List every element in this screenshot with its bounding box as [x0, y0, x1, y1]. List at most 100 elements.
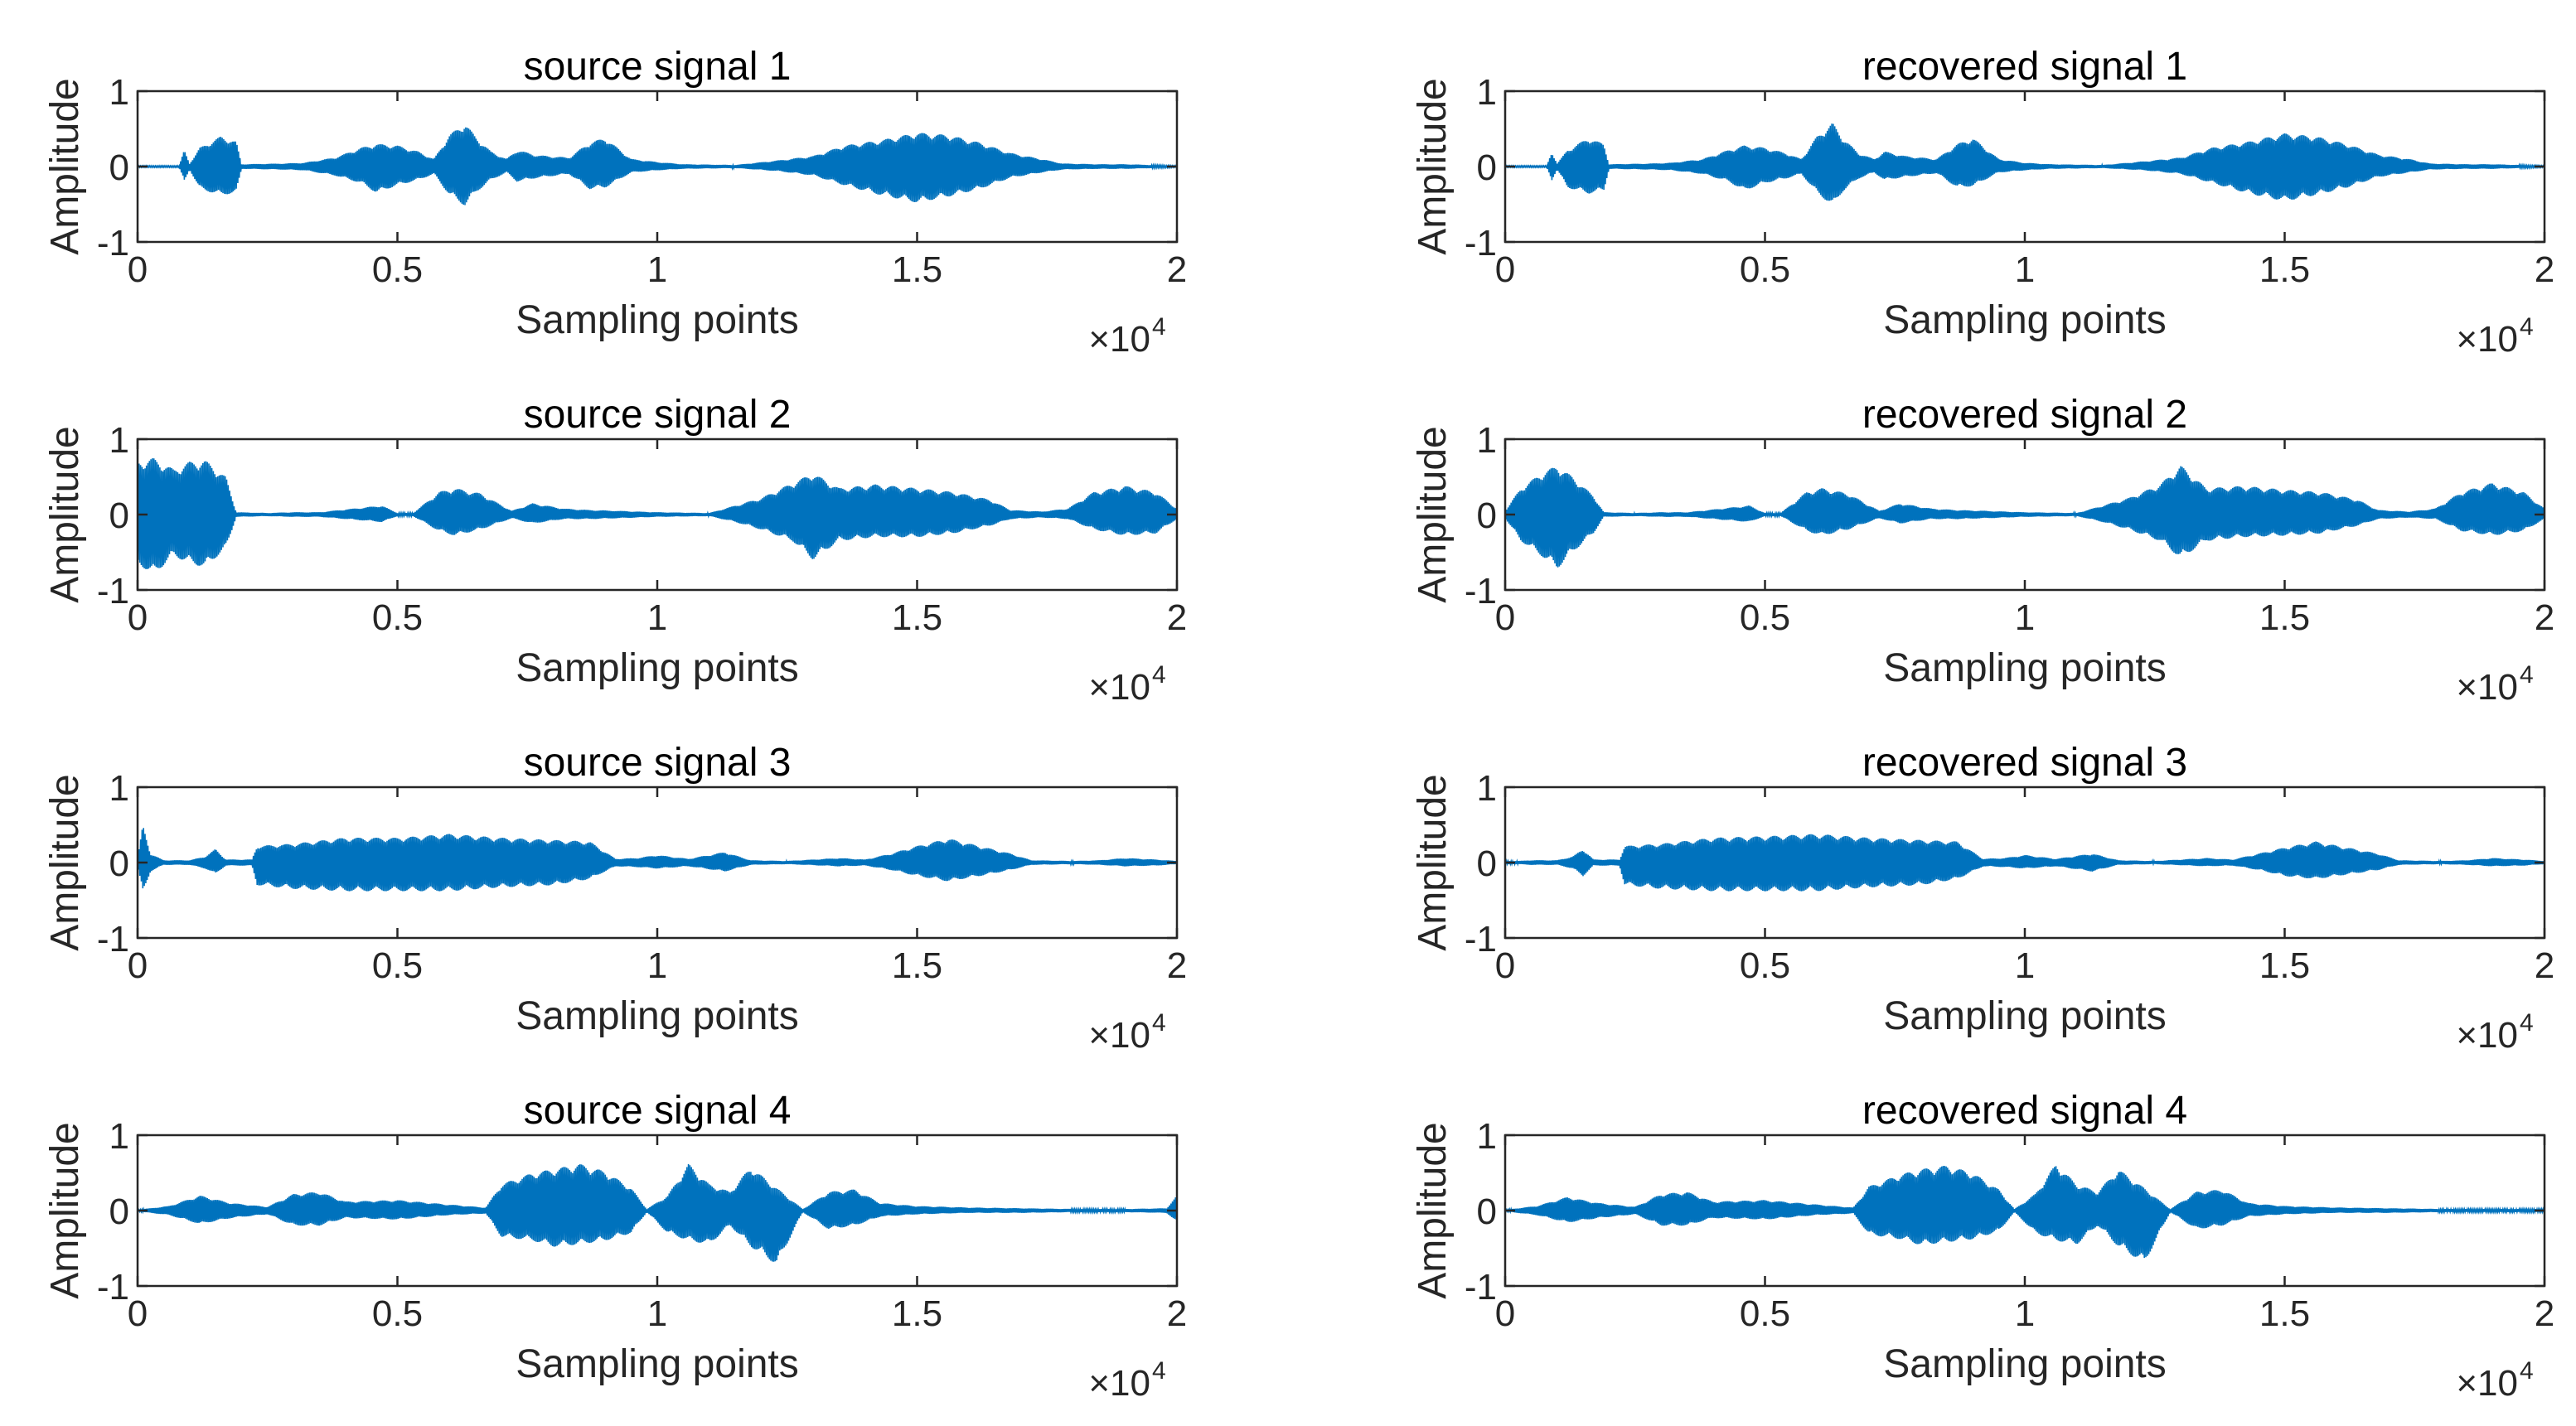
x-tick-label: 1.5 — [2259, 597, 2310, 638]
y-tick-label: -1 — [97, 223, 129, 263]
y-axis-label: Amplitude — [1411, 78, 1455, 254]
subplot-4: recovered signal 20 0.5 1 1.5 2-101Sampling … — [1411, 393, 2554, 708]
x-tick-label: 0.5 — [1740, 1293, 1790, 1334]
x-exponent: 4 — [1152, 313, 1166, 341]
plot-title: source signal 1 — [524, 45, 792, 89]
y-axis-label: Amplitude — [1411, 774, 1455, 950]
x-multiplier: ×10 — [2456, 1015, 2518, 1056]
x-tick-label: 2 — [2535, 945, 2554, 986]
x-exponent: 4 — [2520, 661, 2534, 689]
y-tick-label: 0 — [1477, 1192, 1497, 1232]
x-tick-label: 1.5 — [892, 945, 942, 986]
x-exponent: 4 — [2520, 1009, 2534, 1037]
y-tick-label: 1 — [1477, 1116, 1497, 1157]
x-tick-label: 0 — [1495, 597, 1515, 638]
x-tick-label: 0.5 — [1740, 249, 1790, 290]
x-tick-label: 1 — [2015, 249, 2035, 290]
x-multiplier: ×10 — [2456, 667, 2518, 708]
y-axis-label: Amplitude — [43, 774, 87, 950]
y-axis-label: Amplitude — [1411, 426, 1455, 602]
x-tick-label: 0.5 — [372, 597, 423, 638]
y-tick-label: 1 — [1477, 420, 1497, 461]
plot-title: source signal 3 — [524, 741, 792, 785]
x-tick-label: 2 — [1167, 597, 1187, 638]
plot-title: recovered signal 3 — [1862, 741, 2187, 785]
plot-title: source signal 2 — [524, 393, 792, 437]
x-tick-label: 2 — [1167, 1293, 1187, 1334]
x-multiplier: ×10 — [2456, 1363, 2518, 1404]
signal-line — [1504, 123, 2545, 201]
signal-line — [137, 828, 1178, 892]
y-tick-label: 0 — [1477, 147, 1497, 188]
x-tick-label: 1.5 — [892, 249, 942, 290]
x-tick-label: 0 — [128, 1293, 148, 1334]
y-tick-label: -1 — [1465, 571, 1497, 611]
x-multiplier: ×10 — [1088, 1363, 1150, 1404]
plot-title: recovered signal 1 — [1862, 45, 2187, 89]
x-tick-label: 0.5 — [372, 249, 423, 290]
y-tick-label: -1 — [97, 919, 129, 960]
x-exponent: 4 — [1152, 1009, 1166, 1037]
x-axis-label: Sampling points — [516, 646, 799, 690]
y-axis-label: Amplitude — [43, 78, 87, 254]
signal-line — [137, 127, 1178, 205]
x-tick-label: 0.5 — [372, 1293, 423, 1334]
y-tick-label: 0 — [1477, 495, 1497, 536]
x-tick-label: 0 — [128, 945, 148, 986]
y-tick-label: -1 — [1465, 1267, 1497, 1308]
y-tick-label: -1 — [97, 1267, 129, 1308]
x-tick-label: 1 — [647, 945, 667, 986]
signal-line — [1504, 466, 2545, 568]
x-tick-label: 1 — [647, 597, 667, 638]
y-tick-label: -1 — [97, 571, 129, 611]
y-tick-label: 1 — [109, 1116, 129, 1157]
x-axis-label: Sampling points — [1883, 994, 2167, 1038]
signal-line — [1504, 834, 2545, 892]
y-tick-label: 0 — [109, 495, 129, 536]
x-tick-label: 1 — [2015, 597, 2035, 638]
y-tick-label: 1 — [109, 768, 129, 809]
y-axis-label: Amplitude — [43, 426, 87, 602]
x-tick-label: 1.5 — [892, 1293, 942, 1334]
x-tick-label: 0 — [128, 597, 148, 638]
x-tick-label: 0 — [1495, 1293, 1515, 1334]
x-tick-label: 2 — [2535, 249, 2554, 290]
x-tick-label: 1 — [2015, 945, 2035, 986]
x-axis-label: Sampling points — [516, 298, 799, 342]
x-axis-label: Sampling points — [516, 994, 799, 1038]
x-tick-label: 1.5 — [2259, 249, 2310, 290]
plot-title: source signal 4 — [524, 1089, 792, 1133]
x-tick-label: 0.5 — [1740, 597, 1790, 638]
x-multiplier: ×10 — [1088, 667, 1150, 708]
signal-line — [1504, 1166, 2545, 1259]
y-tick-label: 0 — [109, 1192, 129, 1232]
y-tick-label: -1 — [1465, 919, 1497, 960]
y-tick-label: 1 — [109, 72, 129, 113]
x-axis-label: Sampling points — [1883, 298, 2167, 342]
x-tick-label: 0.5 — [372, 945, 423, 986]
x-tick-label: 1 — [2015, 1293, 2035, 1334]
x-axis-label: Sampling points — [1883, 1342, 2167, 1386]
x-tick-label: 0 — [1495, 249, 1515, 290]
x-axis-label: Sampling points — [516, 1342, 799, 1386]
y-tick-label: 0 — [109, 147, 129, 188]
x-tick-label: 1.5 — [2259, 1293, 2310, 1334]
x-tick-label: 1.5 — [2259, 945, 2310, 986]
plot-title: recovered signal 4 — [1862, 1089, 2187, 1133]
y-axis-label: Amplitude — [1411, 1122, 1455, 1298]
x-exponent: 4 — [1152, 661, 1166, 689]
x-multiplier: ×10 — [2456, 319, 2518, 360]
y-tick-label: -1 — [1465, 223, 1497, 263]
x-exponent: 4 — [1152, 1357, 1166, 1385]
plot-title: recovered signal 2 — [1862, 393, 2187, 437]
x-tick-label: 2 — [1167, 249, 1187, 290]
signal-line — [137, 1163, 1178, 1262]
y-tick-label: 0 — [1477, 844, 1497, 884]
y-axis-label: Amplitude — [43, 1122, 87, 1298]
x-tick-label: 0.5 — [1740, 945, 1790, 986]
